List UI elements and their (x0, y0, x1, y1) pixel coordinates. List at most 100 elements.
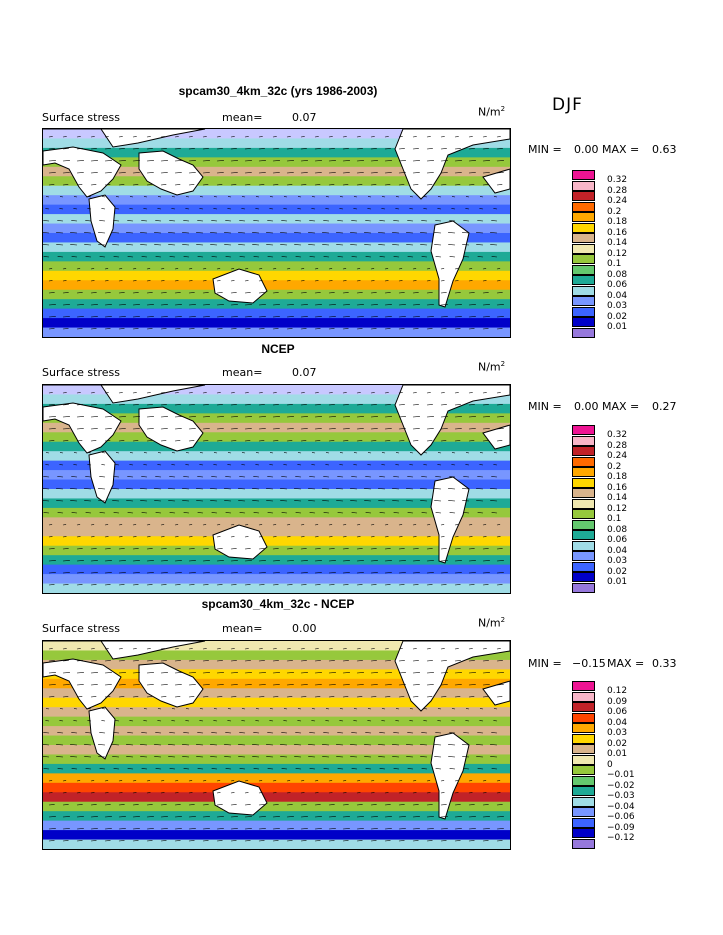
stress-arrow (174, 648, 179, 650)
stress-arrow (395, 196, 400, 198)
stress-arrow (118, 660, 125, 662)
stress-arrow (210, 488, 218, 490)
stress-arrow (90, 440, 97, 442)
stress-arrow (311, 708, 316, 710)
stress-arrow (328, 548, 335, 550)
stress-arrow (440, 304, 448, 306)
stress-arrow (59, 720, 64, 722)
stress-arrow (70, 744, 78, 746)
contour-band (43, 650, 510, 661)
stress-arrow (286, 804, 293, 806)
stress-arrow (188, 696, 195, 698)
stress-arrow (90, 148, 97, 150)
land-mass (430, 220, 470, 308)
stress-arrow (169, 256, 176, 258)
stress-arrow (468, 440, 475, 442)
stress-arrow (342, 536, 347, 538)
stress-arrow (462, 744, 470, 746)
max-label: MAX = (602, 143, 640, 156)
stress-arrow (202, 328, 209, 330)
stress-arrow (398, 304, 406, 306)
stress-arrow (146, 648, 151, 650)
stress-arrow (328, 328, 335, 330)
stress-arrow (421, 768, 428, 770)
stress-arrow (356, 292, 363, 294)
panel-title: spcam30_4km_32c (yrs 1986-2003) (178, 84, 378, 98)
stress-arrow (157, 464, 162, 466)
stress-arrow (342, 548, 349, 550)
stress-arrow (482, 292, 489, 294)
stress-arrow (84, 244, 92, 246)
stress-arrow (188, 648, 193, 650)
stress-arrow (126, 500, 134, 502)
stress-arrow (493, 452, 498, 454)
stress-arrow (132, 780, 137, 782)
stress-arrow (339, 452, 344, 454)
stress-arrow (210, 500, 218, 502)
stress-arrow (370, 684, 378, 686)
stress-arrow (468, 696, 475, 698)
stress-arrow (337, 256, 344, 258)
stress-arrow (491, 476, 498, 478)
stress-arrow (62, 304, 70, 306)
stress-arrow (314, 584, 321, 586)
stress-arrow (118, 440, 125, 442)
stress-arrow (482, 148, 489, 150)
stress-arrow (381, 196, 386, 198)
stress-arrow (70, 232, 78, 234)
stress-arrow (155, 512, 162, 514)
stress-arrow (300, 536, 305, 538)
stress-arrow (154, 244, 162, 246)
legend-swatch (572, 243, 595, 254)
contour-band (43, 280, 510, 291)
stress-arrow (364, 232, 372, 234)
stress-arrow (297, 196, 302, 198)
stress-arrow (356, 136, 361, 138)
stress-arrow (132, 136, 137, 138)
stress-arrow (269, 208, 274, 210)
stress-arrow (426, 328, 433, 330)
stress-arrow (258, 560, 266, 562)
stress-arrow (336, 488, 344, 490)
stress-arrow (76, 392, 81, 394)
stress-arrow (76, 840, 83, 842)
stress-arrow (213, 196, 218, 198)
stress-arrow (398, 660, 405, 662)
stress-arrow (381, 452, 386, 454)
stress-arrow (440, 184, 447, 186)
stress-arrow (384, 672, 392, 674)
stress-arrow (384, 404, 391, 406)
stress-arrow (90, 560, 98, 562)
stress-arrow (482, 160, 490, 162)
stress-arrow (398, 672, 406, 674)
legend-swatch (572, 572, 595, 582)
stress-arrow (227, 708, 232, 710)
stress-arrow (169, 732, 176, 734)
stress-arrow (412, 136, 417, 138)
stress-arrow (118, 160, 126, 162)
unit-label: N/m2 (478, 360, 506, 374)
stress-arrow (351, 476, 358, 478)
stress-arrow (412, 792, 417, 794)
stress-arrow (258, 404, 265, 406)
stress-arrow (314, 268, 319, 270)
stress-arrow (132, 696, 139, 698)
stress-arrow (90, 416, 98, 418)
stress-arrow (482, 780, 487, 782)
stress-arrow (272, 172, 280, 174)
stress-arrow (258, 660, 265, 662)
stress-arrow (412, 536, 417, 538)
stress-arrow (230, 684, 238, 686)
stress-arrow (238, 244, 246, 246)
legend-label: 0.16 (607, 227, 628, 238)
legend-swatch (572, 191, 595, 201)
stress-arrow (252, 244, 260, 246)
stress-arrow (118, 696, 125, 698)
stress-arrow (370, 268, 375, 270)
stress-arrow (132, 280, 137, 282)
stress-arrow (272, 404, 279, 406)
stress-arrow (76, 160, 84, 162)
stress-arrow (258, 268, 263, 270)
stress-arrow (146, 780, 151, 782)
stress-arrow (90, 804, 97, 806)
